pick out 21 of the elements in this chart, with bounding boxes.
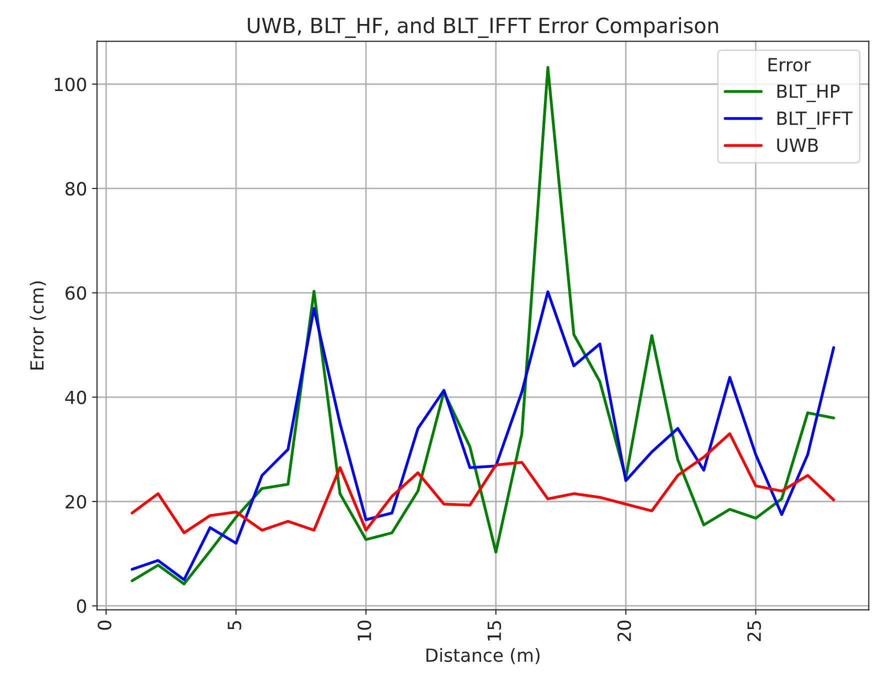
legend-label: BLT_IFFT xyxy=(777,112,853,130)
y-tick-label: 40 xyxy=(65,390,86,404)
y-axis-title: Error (cm) xyxy=(30,281,46,370)
y-tick-label: 100 xyxy=(54,78,86,92)
x-tick-label: 0 xyxy=(98,620,112,630)
line-series xyxy=(130,290,836,582)
line-series xyxy=(130,432,836,534)
x-axis-title: Distance (m) xyxy=(426,648,540,664)
legend-label: UWB xyxy=(777,138,818,152)
y-tick-label: 80 xyxy=(66,182,86,196)
x-tick-label: 5 xyxy=(228,621,242,630)
x-tick-label: 10 xyxy=(358,620,372,640)
x-tick-label: 20 xyxy=(617,620,632,642)
x-tick-label: 15 xyxy=(488,621,502,640)
y-tick-label: 0 xyxy=(77,599,86,613)
y-tick-label: 60 xyxy=(66,286,86,300)
y-tick-label: 20 xyxy=(66,494,86,509)
x-tick-label: 25 xyxy=(747,621,761,642)
chart-title: UWB, BLT_HF, and BLT_IFFT Error Comparison xyxy=(248,17,718,38)
legend-label: BLT_HP xyxy=(777,84,840,102)
legend-title: Error xyxy=(768,58,811,72)
